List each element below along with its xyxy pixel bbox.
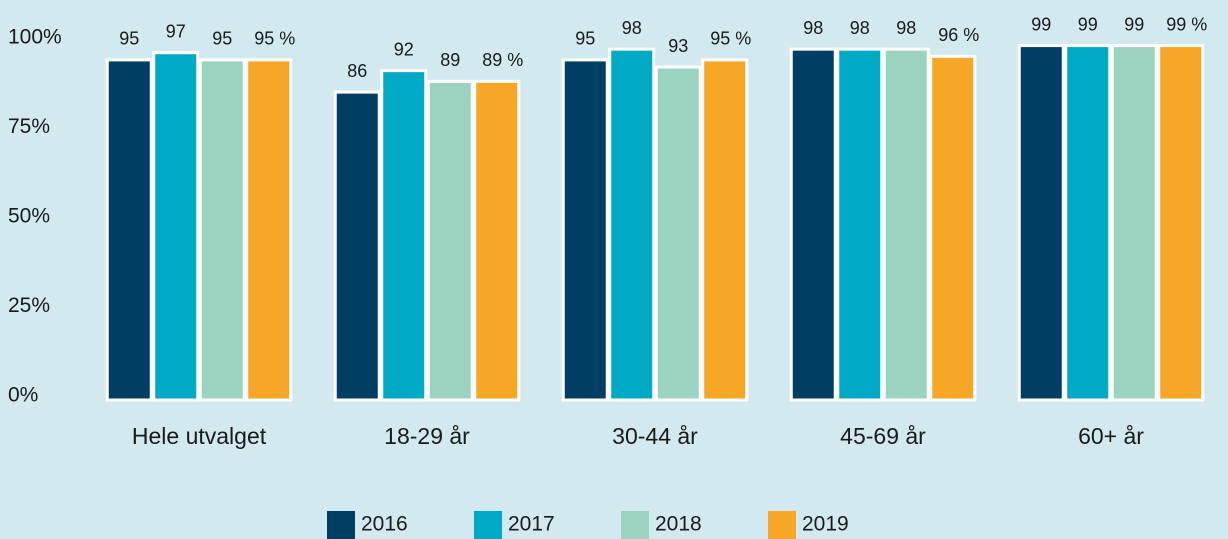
x-tick-label: Hele utvalget bbox=[132, 423, 267, 449]
bar bbox=[1017, 44, 1065, 402]
data-label: 99 bbox=[1078, 14, 1098, 34]
data-label: 95 % bbox=[254, 29, 295, 49]
bar bbox=[1157, 44, 1205, 402]
y-tick-label: 75% bbox=[8, 115, 50, 138]
data-label: 99 bbox=[1124, 14, 1144, 34]
data-label: 86 bbox=[347, 61, 367, 81]
data-label: 95 bbox=[575, 29, 595, 49]
data-label: 98 bbox=[850, 18, 870, 38]
data-label: 99 bbox=[1031, 14, 1051, 34]
data-label: 99 % bbox=[1166, 14, 1207, 34]
bar bbox=[426, 79, 474, 402]
bar bbox=[473, 79, 521, 402]
data-label: 89 % bbox=[482, 50, 523, 70]
bar bbox=[1110, 44, 1158, 402]
y-tick-label: 50% bbox=[8, 205, 50, 228]
bar bbox=[380, 69, 428, 402]
legend-swatch bbox=[768, 511, 796, 539]
bar bbox=[701, 58, 749, 402]
legend-label: 2019 bbox=[802, 513, 849, 536]
bar bbox=[654, 65, 702, 402]
data-label: 92 bbox=[394, 39, 414, 59]
data-label: 98 bbox=[803, 18, 823, 38]
x-tick-label: 18-29 år bbox=[384, 423, 470, 449]
y-tick-label: 25% bbox=[8, 294, 50, 317]
bar bbox=[882, 47, 930, 402]
x-tick-label: 30-44 år bbox=[612, 423, 698, 449]
x-tick-label: 45-69 år bbox=[840, 423, 926, 449]
legend-swatch bbox=[621, 511, 649, 539]
data-label: 96 % bbox=[938, 25, 979, 45]
data-label: 95 % bbox=[710, 29, 751, 49]
bar bbox=[1064, 44, 1112, 402]
bar bbox=[245, 58, 293, 402]
data-label: 98 bbox=[896, 18, 916, 38]
bar bbox=[789, 47, 837, 402]
y-tick-label: 100% bbox=[8, 26, 62, 49]
bar bbox=[333, 90, 381, 402]
legend-label: 2018 bbox=[655, 513, 702, 536]
bar bbox=[198, 58, 246, 402]
data-label: 93 bbox=[668, 36, 688, 56]
data-label: 89 bbox=[440, 50, 460, 70]
bar bbox=[929, 54, 977, 402]
bar bbox=[105, 58, 153, 402]
data-label: 95 bbox=[212, 29, 232, 49]
bar bbox=[608, 47, 656, 402]
bar bbox=[152, 51, 200, 402]
data-label: 97 bbox=[166, 21, 186, 41]
legend-label: 2017 bbox=[508, 513, 555, 536]
legend-label: 2016 bbox=[361, 513, 408, 536]
bar bbox=[836, 47, 884, 402]
x-tick-label: 60+ år bbox=[1078, 423, 1144, 449]
y-tick-label: 0% bbox=[8, 384, 38, 407]
data-label: 98 bbox=[622, 18, 642, 38]
legend-swatch bbox=[327, 511, 355, 539]
data-label: 95 bbox=[119, 29, 139, 49]
legend-swatch bbox=[474, 511, 502, 539]
bar bbox=[561, 58, 609, 402]
